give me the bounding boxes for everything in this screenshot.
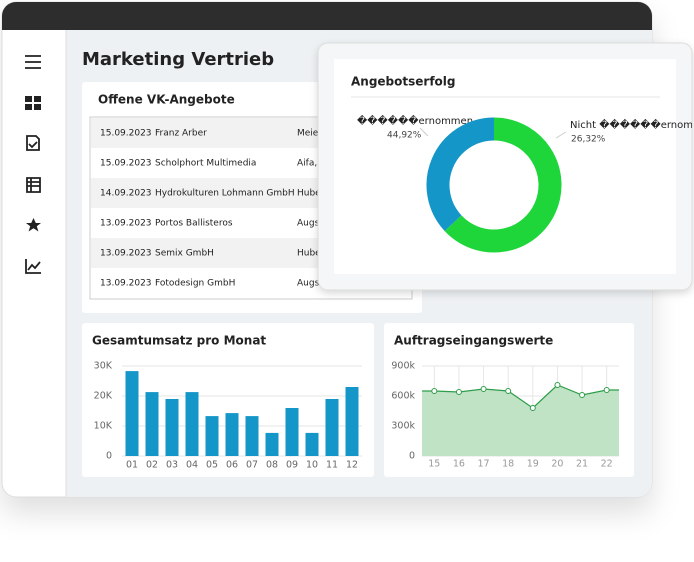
x-tick-label: 03 <box>166 460 178 471</box>
donut-label: ������ernommen <box>357 114 473 127</box>
bar <box>165 399 179 456</box>
y-tick-label: 20K <box>94 391 113 402</box>
point <box>529 405 536 411</box>
offers-title: Offene VK-Angebote <box>98 93 235 107</box>
table-cell: Meie <box>297 129 319 139</box>
table-cell: Portos Ballisteros <box>155 219 233 229</box>
y-tick-label: 10K <box>94 421 113 432</box>
leader-line <box>419 127 429 137</box>
sidebar-icons <box>25 55 41 274</box>
y-tick-label: 0 <box>106 451 112 462</box>
bar <box>145 392 159 456</box>
bar <box>305 432 319 456</box>
donut-label: Nicht ������ernommen <box>570 118 694 131</box>
table-cell: 13.09.2023 <box>100 279 152 289</box>
popup-title: Angebotserfolg <box>351 75 456 89</box>
donut-value-label: 44,92% <box>387 131 422 141</box>
line <box>422 384 619 409</box>
x-tick-label: 21 <box>576 459 588 470</box>
table-cell: Hube <box>297 189 321 199</box>
x-tick-label: 15 <box>428 459 440 470</box>
x-tick-label: 07 <box>246 460 258 471</box>
x-tick-label: 04 <box>186 460 198 471</box>
x-tick-label: 06 <box>226 460 238 471</box>
table-cell: 15.09.2023 <box>100 159 152 169</box>
table-cell: 13.09.2023 <box>100 219 152 229</box>
x-tick-label: 22 <box>601 459 613 470</box>
donut-value-label: 26,32% <box>571 135 606 145</box>
x-tick-label: 09 <box>286 460 298 471</box>
chart-icon[interactable] <box>25 259 41 274</box>
point <box>455 389 462 395</box>
y-tick-label: 600k <box>391 391 415 402</box>
bar <box>245 416 259 456</box>
x-tick-label: 18 <box>502 459 514 470</box>
bar <box>325 399 339 456</box>
table-cell: 14.09.2023 <box>100 189 152 199</box>
bar <box>285 408 299 456</box>
bar <box>225 413 239 456</box>
y-tick-label: 30K <box>94 361 113 372</box>
x-tick-label: 16 <box>453 459 465 470</box>
table-cell: Franz Arber <box>155 129 207 139</box>
x-tick-label: 02 <box>146 460 158 471</box>
table-cell: Augs <box>297 219 320 229</box>
x-tick-label: 12 <box>346 460 358 471</box>
donut-segment <box>444 117 562 253</box>
table-cell: Scholphort Multimedia <box>155 159 256 169</box>
revenue-title: Gesamtumsatz pro Monat <box>92 334 266 348</box>
frame-top-bar <box>2 2 652 30</box>
x-tick-label: 11 <box>326 460 338 471</box>
bar <box>265 432 279 456</box>
x-tick-label: 20 <box>551 459 563 470</box>
bar <box>205 416 219 456</box>
point <box>480 386 487 392</box>
x-tick-label: 17 <box>478 459 490 470</box>
bar <box>125 371 139 456</box>
x-tick-label: 19 <box>527 459 539 470</box>
x-tick-label: 08 <box>266 460 278 471</box>
leader-line <box>555 131 567 139</box>
area <box>422 385 619 456</box>
table-cell: Augs <box>297 279 320 289</box>
point <box>505 388 512 394</box>
y-tick-label: 0 <box>409 451 415 462</box>
table-cell: Fotodesign GmbH <box>155 279 235 289</box>
orders-title: Auftragseingangswerte <box>394 334 553 348</box>
table-cell: 13.09.2023 <box>100 249 152 259</box>
donut-segment <box>426 117 495 232</box>
x-tick-label: 10 <box>306 460 318 471</box>
table-cell: Aifa, <box>297 159 317 169</box>
dashboard-icon[interactable] <box>25 96 41 110</box>
bar <box>185 392 199 456</box>
table-icon[interactable] <box>26 177 41 193</box>
point <box>579 392 586 398</box>
point <box>603 387 610 393</box>
x-tick-label: 01 <box>126 460 138 471</box>
y-tick-label: 900k <box>391 361 415 372</box>
table-cell: 15.09.2023 <box>100 129 152 139</box>
offers-icon[interactable] <box>26 135 40 151</box>
x-tick-label: 05 <box>206 460 218 471</box>
y-tick-label: 300k <box>391 421 415 432</box>
point <box>554 382 561 388</box>
table-cell: Semix GmbH <box>155 249 214 259</box>
table-cell: Hydrokulturen Lohmann GmbH <box>155 189 295 199</box>
table-cell: Hube <box>297 249 321 259</box>
page-title: Marketing Vertrieb <box>82 49 274 70</box>
favorites-icon[interactable] <box>25 218 41 232</box>
bar <box>345 387 359 456</box>
point <box>431 388 438 394</box>
menu-icon[interactable] <box>25 55 41 69</box>
